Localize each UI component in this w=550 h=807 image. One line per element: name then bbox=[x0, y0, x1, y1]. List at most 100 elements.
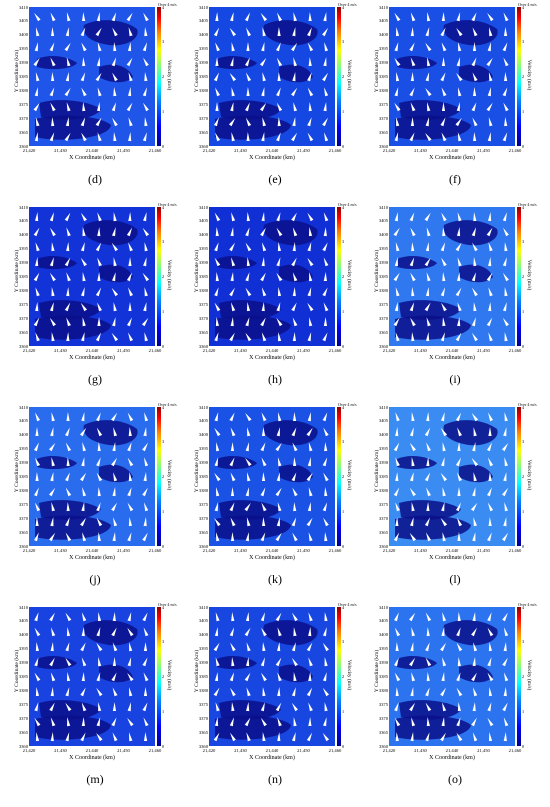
flow-arrow bbox=[277, 287, 282, 297]
y-tick-label: 3360 bbox=[198, 743, 208, 749]
y-tick-label: 3410 bbox=[18, 404, 28, 410]
flow-field-svg bbox=[34, 612, 149, 742]
flow-arrow bbox=[291, 302, 297, 312]
flow-arrow bbox=[112, 317, 116, 327]
flow-arrow bbox=[66, 332, 70, 342]
velocity-field-plot bbox=[209, 7, 335, 146]
flow-arrow bbox=[112, 487, 116, 497]
flow-arrow bbox=[66, 272, 71, 282]
y-tick-label: 3380 bbox=[18, 687, 28, 693]
flow-arrow bbox=[323, 227, 327, 237]
panel-caption: (d) bbox=[88, 172, 102, 186]
flow-arrow bbox=[65, 72, 69, 82]
flow-arrow bbox=[229, 717, 234, 727]
flow-arrow bbox=[307, 42, 314, 52]
flow-arrow bbox=[262, 687, 266, 697]
flow-arrow bbox=[144, 412, 149, 422]
flow-arrow bbox=[457, 132, 462, 142]
y-tick-label: 3400 bbox=[378, 432, 388, 438]
flow-arrow bbox=[395, 427, 399, 437]
flow-arrow bbox=[486, 227, 493, 237]
flow-arrow bbox=[276, 102, 283, 112]
flow-arrow bbox=[276, 302, 281, 312]
flow-arrow bbox=[143, 212, 147, 222]
shoal-region bbox=[37, 456, 77, 470]
flow-arrow bbox=[425, 27, 430, 37]
shoal-region bbox=[459, 664, 493, 683]
flow-arrow bbox=[111, 717, 117, 727]
y-tick-label: 3395 bbox=[18, 246, 28, 252]
flow-arrow bbox=[308, 532, 313, 542]
colorbar-ticks: 4 3 2 1 0 bbox=[162, 405, 168, 549]
x-tick-label: 21,450 bbox=[477, 748, 490, 753]
flow-arrow bbox=[307, 72, 312, 82]
shoal-region bbox=[83, 220, 138, 246]
flow-arrow bbox=[488, 302, 492, 312]
x-tick-label: 21,460 bbox=[328, 148, 342, 153]
flow-arrow bbox=[293, 717, 297, 727]
flow-arrow bbox=[112, 272, 116, 282]
flow-arrow bbox=[80, 687, 86, 697]
flow-arrow bbox=[213, 117, 219, 127]
flow-arrow bbox=[322, 412, 328, 422]
map-panel: Y Coordinate (km) 3410 3405 3400 3395 3390 338… bbox=[190, 202, 360, 392]
flow-arrow bbox=[80, 287, 85, 297]
colorbar-tick-label: 0 bbox=[522, 343, 525, 349]
flow-arrow bbox=[487, 717, 494, 727]
y-tick-label: 3390 bbox=[18, 260, 28, 266]
flow-arrow bbox=[308, 717, 312, 727]
flow-arrow bbox=[96, 412, 101, 422]
y-tick-label: 3410 bbox=[378, 604, 388, 610]
y-tick-label: 3400 bbox=[18, 232, 28, 238]
y-axis-ticks: 3410 3405 3400 3395 3390 3385 3380 3375 3370 3365… bbox=[192, 5, 208, 149]
flow-arrow bbox=[292, 72, 296, 82]
flow-arrow bbox=[35, 302, 39, 312]
y-tick-label: 3370 bbox=[18, 315, 28, 321]
flow-arrow bbox=[80, 732, 86, 742]
flow-arrow bbox=[113, 427, 118, 437]
colorbar bbox=[517, 407, 521, 546]
shoal-region bbox=[37, 256, 77, 270]
colorbar-tick-label: 0 bbox=[522, 743, 525, 749]
flow-arrow bbox=[486, 272, 493, 282]
flow-arrow bbox=[261, 332, 267, 342]
flow-arrow bbox=[213, 687, 220, 697]
flow-arrow bbox=[34, 457, 41, 467]
flow-arrow bbox=[502, 212, 507, 222]
y-tick-label: 3375 bbox=[378, 501, 388, 507]
flow-arrow bbox=[306, 427, 313, 437]
y-tick-label: 3400 bbox=[198, 32, 208, 38]
flow-arrow bbox=[472, 42, 477, 51]
flow-arrow bbox=[411, 502, 415, 512]
flow-arrow bbox=[276, 517, 280, 527]
flow-arrow bbox=[293, 57, 298, 67]
x-axis-label: X Coordinate (km) bbox=[429, 155, 475, 161]
colorbar-tick-label: 3 bbox=[342, 639, 345, 645]
flow-arrow bbox=[246, 212, 250, 222]
flow-arrow bbox=[276, 57, 283, 67]
y-axis-ticks: 3410 3405 3400 3395 3390 3385 3380 3375 3370 3365… bbox=[192, 605, 208, 749]
flow-arrow bbox=[81, 502, 85, 512]
flow-arrow bbox=[261, 412, 267, 422]
x-tick-label: 21,460 bbox=[148, 348, 162, 353]
flow-arrow bbox=[126, 57, 133, 67]
flow-arrow bbox=[97, 442, 101, 452]
flow-arrow bbox=[34, 657, 39, 667]
flow-arrow bbox=[472, 442, 476, 452]
flow-arrow bbox=[502, 612, 508, 622]
flow-arrow bbox=[409, 442, 416, 452]
flow-arrow bbox=[260, 612, 266, 622]
x-axis-ticks: 21,420 21,430 21,440 21,450 21,460 bbox=[23, 548, 162, 555]
flow-arrow bbox=[276, 12, 283, 22]
flow-arrow bbox=[143, 687, 148, 696]
flow-arrow bbox=[96, 717, 101, 727]
y-tick-label: 3365 bbox=[198, 729, 208, 735]
flow-arrow bbox=[293, 12, 297, 22]
flow-arrow bbox=[128, 132, 132, 142]
flow-arrow bbox=[96, 672, 101, 682]
x-axis-label: X Coordinate (km) bbox=[69, 155, 115, 161]
flow-arrow bbox=[322, 672, 327, 682]
flow-arrow bbox=[261, 242, 267, 252]
flow-arrow bbox=[98, 657, 102, 667]
flow-arrow bbox=[65, 442, 72, 452]
